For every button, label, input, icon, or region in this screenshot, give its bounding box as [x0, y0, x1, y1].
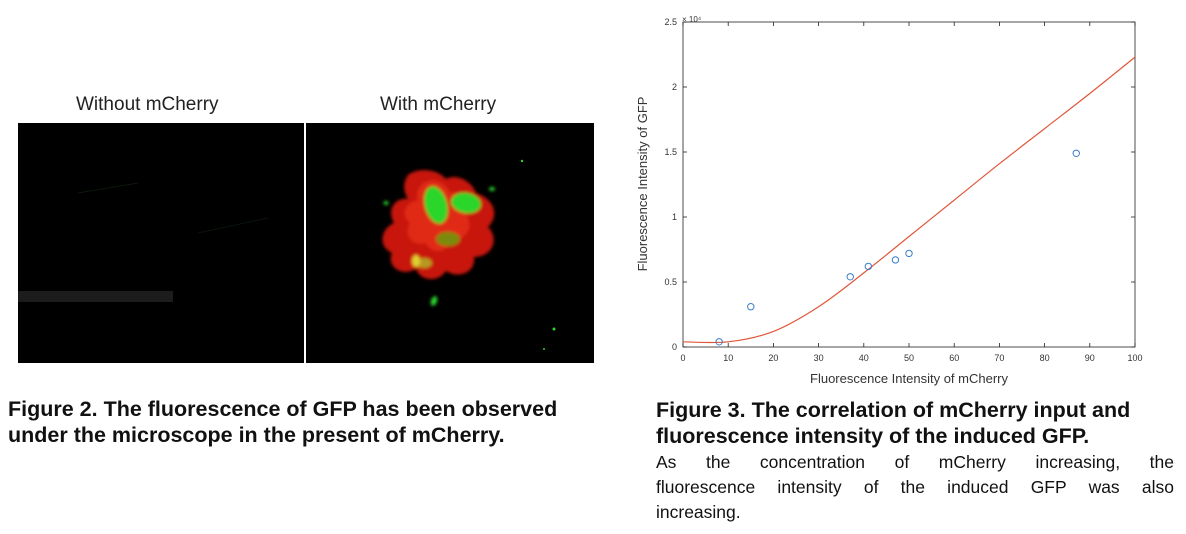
figure3-description-line3: increasing. [656, 502, 741, 522]
data-point [864, 262, 873, 271]
y-tick-label: 2.5 [664, 17, 677, 27]
y-tick-label: 0 [672, 342, 677, 352]
data-point [905, 249, 913, 258]
x-ticks: 0 10 20 30 40 50 60 70 80 90 100 [680, 22, 1143, 363]
y-ticks: 0 0.5 1 1.5 2 2.5 [664, 17, 1135, 352]
x-tick-label: 40 [859, 353, 869, 363]
figure3-description: As the concentration of mCherry increasi… [656, 450, 1174, 525]
micrograph-without-texture [18, 182, 269, 302]
y-tick-label: 2 [672, 82, 677, 92]
x-tick-label: 100 [1127, 353, 1142, 363]
figure2-caption: Figure 2. The fluorescence of GFP has be… [8, 396, 557, 448]
figure3-caption: Figure 3. The correlation of mCherry inp… [656, 397, 1130, 449]
data-point [846, 273, 854, 281]
y-tick-label: 1 [672, 212, 677, 222]
micrograph-without-mcherry [18, 123, 304, 363]
x-tick-label: 70 [994, 353, 1004, 363]
y-tick-label: 1.5 [664, 147, 677, 157]
x-tick-label: 60 [949, 353, 959, 363]
x-tick-label: 20 [768, 353, 778, 363]
figure2-caption-line1: Figure 2. The fluorescence of GFP has be… [8, 397, 558, 421]
scatter-chart: 0 0.5 1 1.5 2 2.5 0 10 20 30 40 50 60 70 80 90 100 × 10… [635, 15, 1143, 386]
x-tick-label: 30 [814, 353, 824, 363]
figure3-caption-line1: Figure 3. The correlation of mCherry inp… [656, 398, 1131, 422]
plot-area-frame [682, 21, 1136, 348]
data-points [715, 149, 1080, 346]
micrograph-with-texture [382, 159, 556, 350]
data-point [1072, 149, 1080, 158]
y-tick-label: 0.5 [664, 277, 677, 287]
x-tick-label: 10 [723, 353, 733, 363]
data-point [747, 303, 755, 311]
label-without-mcherry: Without mCherry [76, 94, 219, 115]
y-axis-multiplier: × 10⁴ [682, 15, 702, 24]
figure3-description-line1: As the concentration of mCherry increasi… [656, 452, 1174, 472]
x-tick-label: 0 [680, 353, 685, 363]
x-axis-label: Fluorescence Intensity of mCherry [810, 371, 1008, 386]
figure2-caption-line2: under the microscope in the present of m… [8, 423, 505, 447]
data-point [891, 256, 900, 264]
figure3-caption-line2: fluorescence intensity of the induced GF… [656, 424, 1090, 448]
data-point [715, 338, 723, 346]
x-tick-label: 90 [1085, 353, 1095, 363]
micrograph-with-mcherry [306, 123, 594, 363]
fit-curve [682, 56, 1136, 344]
figure3-description-line2: fluorescence intensity of the induced GF… [656, 477, 1174, 497]
x-tick-label: 80 [1040, 353, 1050, 363]
y-axis-label: Fluorescence Intensity of GFP [635, 97, 650, 272]
x-tick-label: 50 [904, 353, 914, 363]
label-with-mcherry: With mCherry [380, 94, 497, 115]
